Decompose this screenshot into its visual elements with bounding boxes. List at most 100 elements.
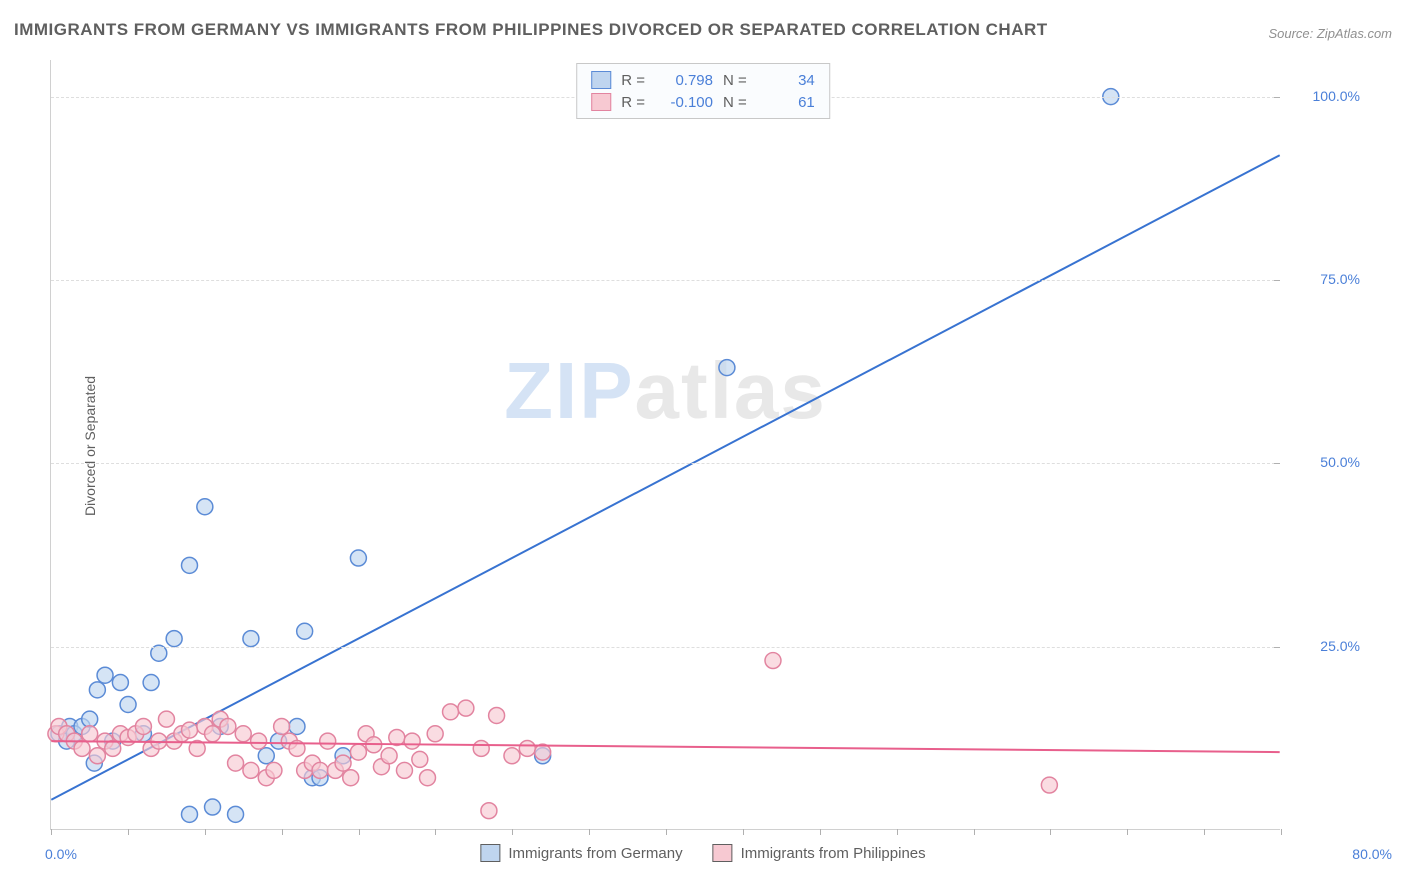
x-tick-mark bbox=[666, 829, 667, 835]
data-point bbox=[143, 675, 159, 691]
x-tick-mark bbox=[589, 829, 590, 835]
series-legend: Immigrants from Germany Immigrants from P… bbox=[480, 844, 925, 862]
x-tick-mark bbox=[128, 829, 129, 835]
legend-item: Immigrants from Philippines bbox=[713, 844, 926, 862]
legend-label: Immigrants from Germany bbox=[508, 845, 682, 862]
stat-N-label: N = bbox=[723, 72, 747, 89]
data-point bbox=[112, 675, 128, 691]
data-point bbox=[97, 667, 113, 683]
stat-R-label: R = bbox=[621, 94, 645, 111]
data-point bbox=[412, 751, 428, 767]
data-point bbox=[228, 806, 244, 822]
correlation-legend: R = 0.798 N = 34 R = -0.100 N = 61 bbox=[576, 63, 830, 119]
data-point bbox=[312, 762, 328, 778]
data-point bbox=[489, 707, 505, 723]
x-tick-mark bbox=[51, 829, 52, 835]
legend-swatch bbox=[713, 844, 733, 862]
x-tick-mark bbox=[743, 829, 744, 835]
data-point bbox=[335, 755, 351, 771]
x-tick-mark bbox=[1281, 829, 1282, 835]
plot-area: ZIPatlas 25.0%50.0%75.0%100.0% bbox=[50, 60, 1280, 830]
data-point bbox=[320, 733, 336, 749]
data-point bbox=[258, 748, 274, 764]
data-point bbox=[197, 499, 213, 515]
stat-R-value: -0.100 bbox=[655, 94, 713, 111]
stat-R-label: R = bbox=[621, 72, 645, 89]
data-point bbox=[396, 762, 412, 778]
chart-container: IMMIGRANTS FROM GERMANY VS IMMIGRANTS FR… bbox=[0, 0, 1406, 892]
x-tick-mark bbox=[359, 829, 360, 835]
data-point bbox=[350, 744, 366, 760]
data-point bbox=[404, 733, 420, 749]
data-point bbox=[481, 803, 497, 819]
data-point bbox=[274, 718, 290, 734]
data-point bbox=[443, 704, 459, 720]
legend-swatch bbox=[591, 71, 611, 89]
plot-svg bbox=[51, 60, 1280, 829]
stat-R-value: 0.798 bbox=[655, 72, 713, 89]
data-point bbox=[266, 762, 282, 778]
y-tick-mark bbox=[1274, 647, 1280, 648]
data-point bbox=[458, 700, 474, 716]
x-tick-mark bbox=[1050, 829, 1051, 835]
chart-title: IMMIGRANTS FROM GERMANY VS IMMIGRANTS FR… bbox=[14, 20, 1048, 40]
stat-N-value: 61 bbox=[757, 94, 815, 111]
data-point bbox=[82, 711, 98, 727]
stat-N-value: 34 bbox=[757, 72, 815, 89]
data-point bbox=[243, 631, 259, 647]
trend-line bbox=[51, 155, 1279, 799]
x-tick-mark bbox=[282, 829, 283, 835]
gridline bbox=[51, 280, 1280, 281]
data-point bbox=[135, 718, 151, 734]
x-axis-origin: 0.0% bbox=[45, 846, 77, 862]
data-point bbox=[389, 729, 405, 745]
data-point bbox=[158, 711, 174, 727]
data-point bbox=[343, 770, 359, 786]
trend-line bbox=[51, 741, 1279, 752]
data-point bbox=[719, 360, 735, 376]
data-point bbox=[289, 718, 305, 734]
data-point bbox=[420, 770, 436, 786]
y-tick-label: 100.0% bbox=[1290, 88, 1360, 104]
data-point bbox=[89, 682, 105, 698]
data-point bbox=[235, 726, 251, 742]
y-tick-label: 25.0% bbox=[1290, 638, 1360, 654]
gridline bbox=[51, 647, 1280, 648]
x-tick-mark bbox=[512, 829, 513, 835]
data-point bbox=[89, 748, 105, 764]
legend-swatch bbox=[480, 844, 500, 862]
data-point bbox=[182, 806, 198, 822]
data-point bbox=[105, 740, 121, 756]
data-point bbox=[350, 550, 366, 566]
stat-N-label: N = bbox=[723, 94, 747, 111]
data-point bbox=[82, 726, 98, 742]
x-tick-mark bbox=[897, 829, 898, 835]
x-tick-mark bbox=[435, 829, 436, 835]
data-point bbox=[166, 631, 182, 647]
y-tick-label: 50.0% bbox=[1290, 454, 1360, 470]
x-tick-mark bbox=[1127, 829, 1128, 835]
gridline bbox=[51, 463, 1280, 464]
x-tick-mark bbox=[820, 829, 821, 835]
legend-swatch bbox=[591, 93, 611, 111]
y-tick-mark bbox=[1274, 97, 1280, 98]
y-tick-mark bbox=[1274, 463, 1280, 464]
data-point bbox=[297, 623, 313, 639]
data-point bbox=[220, 718, 236, 734]
source-label: Source: ZipAtlas.com bbox=[1268, 26, 1392, 41]
data-point bbox=[381, 748, 397, 764]
data-point bbox=[765, 653, 781, 669]
data-point bbox=[120, 697, 136, 713]
data-point bbox=[205, 799, 221, 815]
data-point bbox=[243, 762, 259, 778]
y-tick-mark bbox=[1274, 280, 1280, 281]
data-point bbox=[182, 722, 198, 738]
legend-label: Immigrants from Philippines bbox=[741, 845, 926, 862]
data-point bbox=[473, 740, 489, 756]
x-tick-mark bbox=[1204, 829, 1205, 835]
x-axis-max: 80.0% bbox=[1352, 846, 1392, 862]
x-tick-mark bbox=[205, 829, 206, 835]
y-tick-label: 75.0% bbox=[1290, 271, 1360, 287]
data-point bbox=[519, 740, 535, 756]
data-point bbox=[205, 726, 221, 742]
